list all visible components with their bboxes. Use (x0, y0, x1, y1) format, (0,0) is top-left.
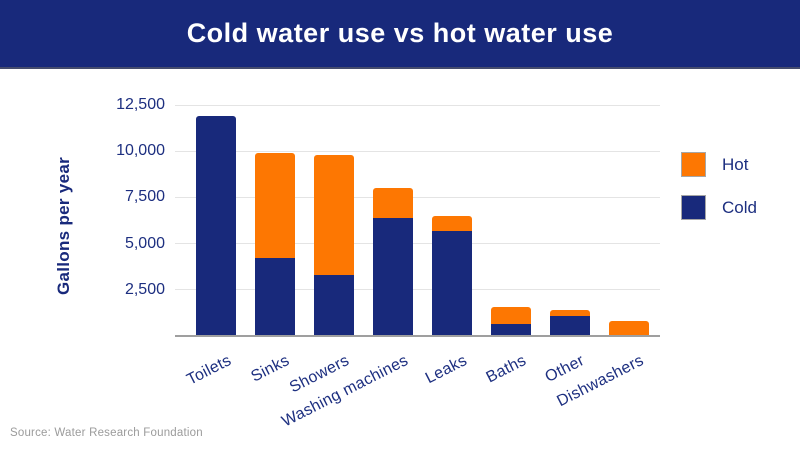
bar-baths-hot-segment (491, 307, 531, 324)
x-axis-label-toilets: Toilets (183, 352, 234, 389)
x-axis-label-leaks: Leaks (422, 352, 470, 388)
legend-item-cold: Cold (681, 195, 757, 220)
gridline-2500 (175, 289, 660, 291)
bar-leaks-cold-segment (432, 230, 472, 336)
legend-swatch-cold (681, 195, 706, 220)
bar-other-hot-segment (550, 310, 590, 316)
bar-showers-hot-segment (314, 154, 354, 275)
bar-toilets-cold-segment (196, 116, 236, 336)
gridline-12500 (175, 104, 660, 106)
y-tick-label-12500: 12,500 (116, 96, 165, 113)
gridline-7500 (175, 196, 660, 198)
bar-sinks-cold-segment (255, 258, 295, 336)
y-tick-label-5000: 5,000 (124, 234, 165, 252)
legend: Hot Cold (681, 152, 757, 220)
chart-title: Cold water use vs hot water use (186, 18, 614, 48)
y-tick-label-2500: 2,500 (124, 280, 165, 298)
bar-dishwashers-hot-segment (609, 321, 649, 336)
legend-swatch-hot (681, 152, 706, 177)
title-bar: Cold water use vs hot water use (0, 0, 800, 69)
gridline-5000 (175, 243, 660, 245)
bar-other-cold-segment (550, 315, 590, 336)
gridline-10000 (175, 150, 660, 152)
bar-baths-cold-segment (491, 323, 531, 336)
legend-label-hot: Hot (722, 154, 749, 174)
source-attribution: Source: Water Research Foundation (10, 427, 203, 439)
legend-label-cold: Cold (722, 197, 757, 217)
bar-washing-machines-cold-segment (373, 217, 413, 336)
legend-item-hot: Hot (681, 152, 757, 177)
y-tick-label-7500: 7,500 (124, 188, 165, 206)
bar-leaks-hot-segment (432, 215, 472, 231)
y-tick-label-10000: 10,000 (116, 142, 165, 160)
bar-sinks-hot-segment (255, 153, 295, 259)
bar-showers-cold-segment (314, 275, 354, 336)
x-axis-line (175, 335, 660, 337)
bar-washing-machines-hot-segment (373, 188, 413, 218)
x-axis-label-baths: Baths (483, 352, 529, 387)
